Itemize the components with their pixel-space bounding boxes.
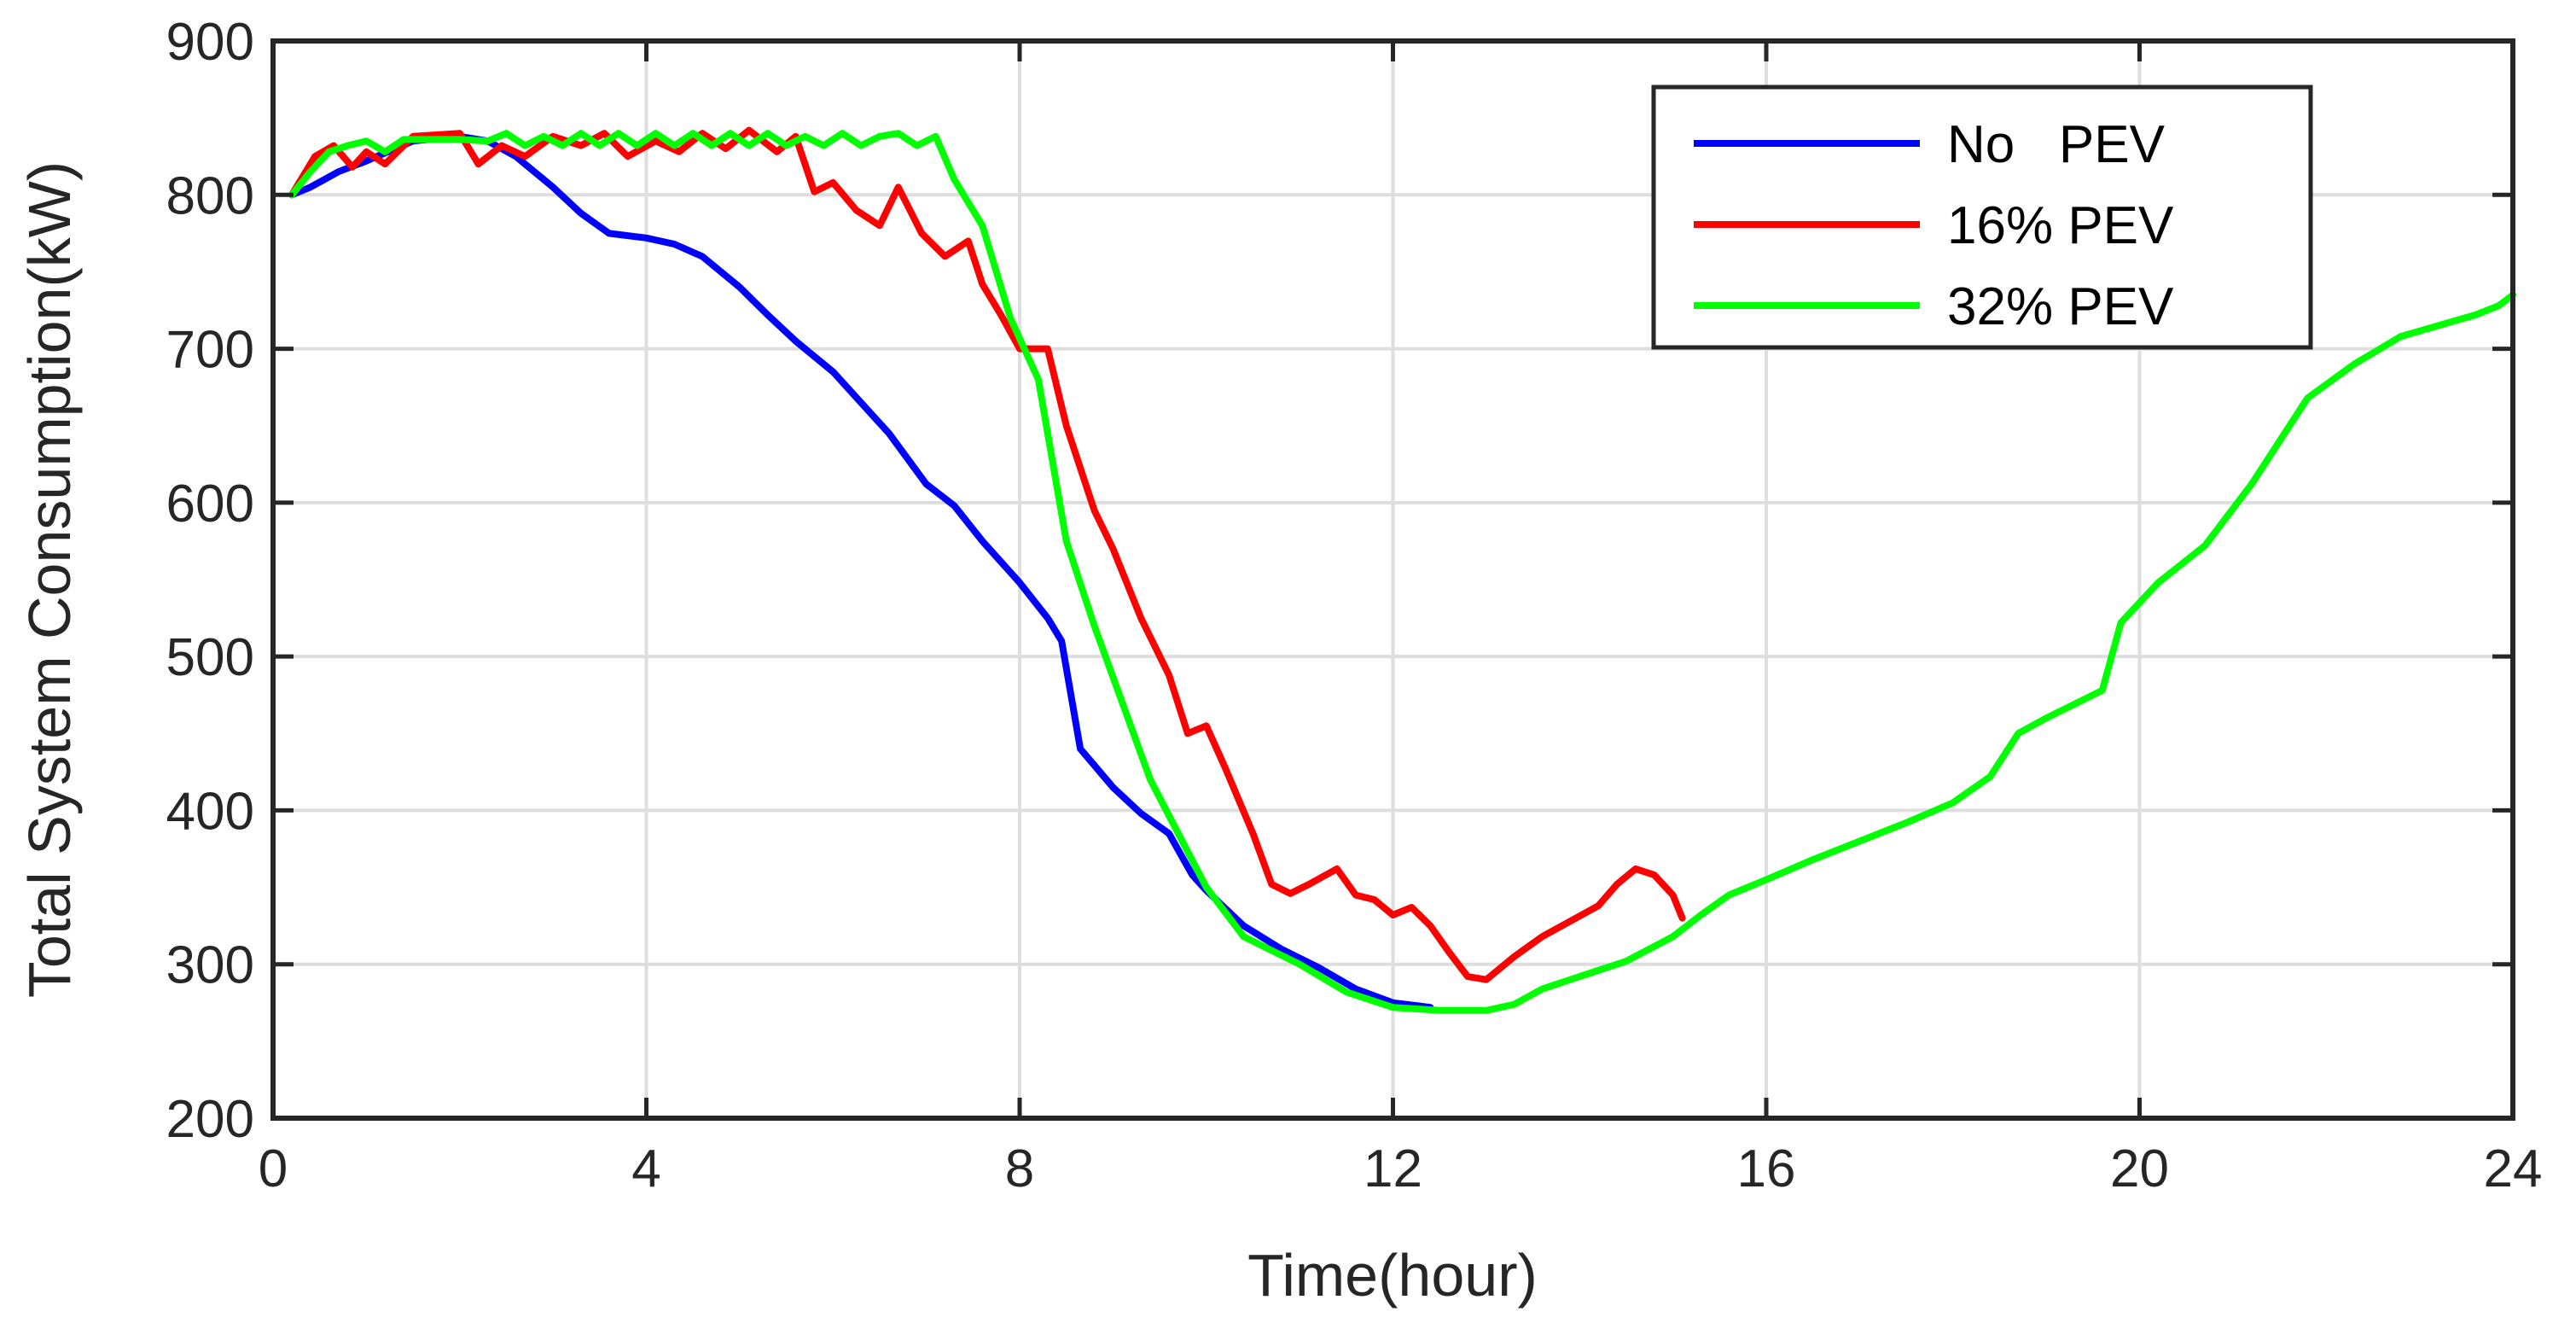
x-tick-label: 8 <box>1005 1140 1034 1198</box>
x-tick-label: 20 <box>2110 1140 2169 1198</box>
y-tick-label: 500 <box>166 628 254 687</box>
legend-items: No PEV 16% PEV 32% PEV <box>1694 115 2174 336</box>
y-tick-label: 600 <box>166 475 254 533</box>
tick-marks <box>270 38 2515 1121</box>
series-layer <box>288 126 2516 1014</box>
x-tick-label: 12 <box>1364 1140 1422 1198</box>
y-tick-label: 400 <box>166 782 254 841</box>
x-tick-labels: 0 4 8 12 16 20 24 <box>259 1140 2543 1198</box>
y-tick-label: 700 <box>166 321 254 380</box>
y-tick-label: 800 <box>166 166 254 225</box>
legend: No PEV 16% PEV 32% PEV <box>1651 85 2313 350</box>
legend-label-3: 32% PEV <box>1947 277 2174 336</box>
y-tick-label: 300 <box>166 936 254 995</box>
x-tick-label: 24 <box>2484 1140 2543 1198</box>
y-tick-labels: 200 300 400 500 600 700 800 900 <box>166 13 254 1149</box>
series-line-2 <box>288 126 1686 983</box>
y-tick-label: 900 <box>166 13 254 72</box>
y-axis-title: Total System Consumption(kW) <box>16 161 83 998</box>
legend-label-2: 16% PEV <box>1947 196 2174 255</box>
legend-label-1: No PEV <box>1947 115 2166 174</box>
x-tick-label: 16 <box>1737 1140 1796 1198</box>
x-tick-label: 4 <box>631 1140 660 1198</box>
x-axis-title: Time(hour) <box>1247 1242 1538 1309</box>
series-line-3 <box>288 130 2516 1014</box>
y-tick-label: 200 <box>166 1090 254 1149</box>
x-tick-label: 0 <box>259 1140 288 1198</box>
